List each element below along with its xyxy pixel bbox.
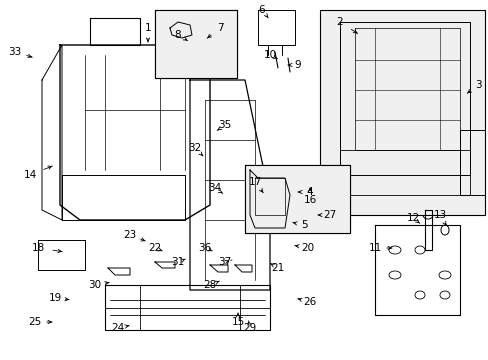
Text: 28: 28 (203, 280, 216, 290)
Text: 8: 8 (174, 30, 181, 40)
Bar (319, 10, 484, 215)
Text: 27: 27 (323, 210, 336, 220)
Text: 1: 1 (144, 23, 151, 33)
Text: 23: 23 (123, 230, 136, 240)
Text: 34: 34 (208, 183, 221, 193)
Text: 16: 16 (303, 195, 316, 205)
Text: 21: 21 (271, 263, 284, 273)
Text: 29: 29 (243, 323, 256, 333)
Text: 18: 18 (31, 243, 44, 253)
Text: 9: 9 (294, 60, 301, 70)
Text: 26: 26 (303, 297, 316, 307)
Text: 14: 14 (23, 170, 37, 180)
Text: 31: 31 (171, 257, 184, 267)
Bar (155, 10, 237, 78)
Text: 17: 17 (248, 177, 261, 187)
Text: 3: 3 (474, 80, 480, 90)
Text: 2: 2 (336, 17, 343, 27)
Text: 36: 36 (198, 243, 211, 253)
Bar (244, 165, 349, 233)
Text: 25: 25 (28, 317, 41, 327)
Bar (155, 10, 237, 78)
Text: 4: 4 (306, 187, 313, 197)
Text: 24: 24 (111, 323, 124, 333)
Text: 30: 30 (88, 280, 102, 290)
Text: 33: 33 (8, 47, 21, 57)
Bar (244, 165, 349, 233)
Text: 13: 13 (432, 210, 446, 220)
Text: 10: 10 (263, 50, 276, 60)
Text: 32: 32 (188, 143, 201, 153)
Text: 7: 7 (216, 23, 223, 33)
Text: 35: 35 (218, 120, 231, 130)
Text: 19: 19 (48, 293, 61, 303)
Text: 15: 15 (231, 317, 244, 327)
Text: 6: 6 (258, 5, 265, 15)
Text: 22: 22 (148, 243, 162, 253)
Text: 5: 5 (301, 220, 307, 230)
Text: 12: 12 (406, 213, 419, 223)
Text: 20: 20 (301, 243, 314, 253)
Text: 37: 37 (218, 257, 231, 267)
Text: 11: 11 (367, 243, 381, 253)
